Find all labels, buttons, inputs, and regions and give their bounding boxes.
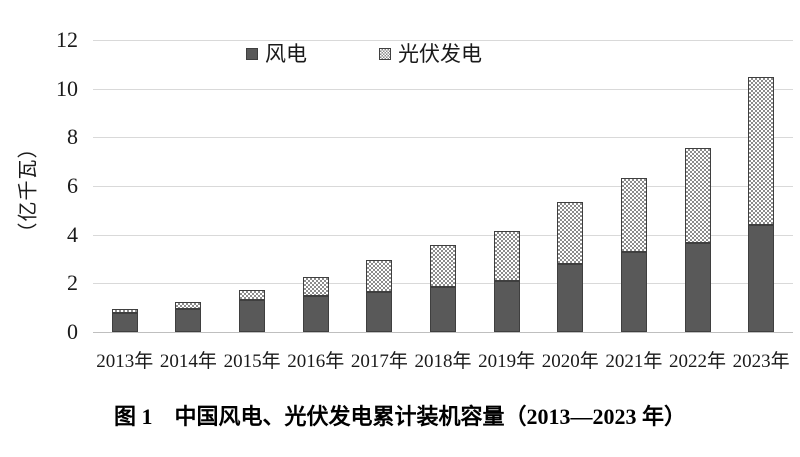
bar-segment-wind-2020年 (557, 263, 584, 332)
x-axis-label-2018年: 2018年 (414, 351, 472, 372)
gridline-y-12 (93, 40, 793, 41)
gridline-y-6 (93, 186, 793, 187)
bar-segment-wind-2023年 (748, 224, 775, 332)
gridline-y-10 (93, 88, 793, 90)
bar-segment-solar-2017年 (366, 260, 393, 293)
bar-2013年 (111, 308, 138, 332)
bar-segment-solar-2018年 (430, 244, 456, 288)
bar-2019年 (493, 231, 520, 332)
bar-2015年 (239, 289, 266, 332)
x-axis-label-2019年: 2019年 (478, 351, 536, 372)
chart-legend: 风电 光伏发电 (246, 42, 482, 66)
legend-item-wind: 风电 (246, 42, 307, 66)
bar-2016年 (302, 277, 329, 332)
legend-label-solar: 光伏发电 (398, 42, 482, 66)
bar-2018年 (430, 244, 456, 332)
bar-segment-solar-2016年 (302, 277, 329, 296)
bar-segment-solar-2022年 (684, 147, 711, 244)
y-tick-label-12: 12 (56, 27, 78, 52)
bar-segment-solar-2015年 (239, 289, 266, 301)
bar-segment-solar-2023年 (748, 76, 775, 225)
x-axis-label-2021年: 2021年 (605, 351, 663, 372)
bar-segment-solar-2019年 (493, 231, 520, 281)
x-axis-label-2023年: 2023年 (732, 351, 790, 372)
x-axis-label-2015年: 2015年 (223, 351, 281, 372)
gridline-y-4 (93, 234, 793, 236)
bar-segment-wind-2016年 (302, 295, 329, 332)
bar-2022年 (684, 147, 711, 332)
bar-segment-wind-2021年 (620, 252, 647, 332)
bar-2021年 (620, 177, 647, 332)
x-axis-label-2017年: 2017年 (350, 351, 408, 372)
x-axis-label-2016年: 2016年 (287, 351, 345, 372)
y-tick-label-8: 8 (67, 124, 78, 150)
bar-2014年 (175, 301, 202, 332)
bar-segment-wind-2017年 (366, 292, 393, 332)
bar-segment-wind-2018年 (430, 287, 456, 332)
y-tick-label-10: 10 (56, 75, 78, 101)
bar-segment-wind-2014年 (175, 308, 202, 332)
gridline-y-8 (93, 137, 793, 139)
x-axis-label-2014年: 2014年 (159, 351, 217, 372)
plot-area (93, 40, 793, 333)
x-axis-label-2020年: 2020年 (541, 351, 599, 372)
bar-segment-wind-2019年 (493, 280, 520, 332)
bar-segment-solar-2021年 (620, 177, 647, 253)
x-axis-label-2013年: 2013年 (96, 351, 154, 372)
legend-item-solar: 光伏发电 (379, 42, 482, 66)
bar-segment-solar-2014年 (175, 301, 202, 309)
bar-segment-solar-2020年 (557, 202, 584, 264)
bar-2017年 (366, 260, 393, 332)
solar-swatch-icon (379, 48, 391, 60)
bar-segment-wind-2022年 (684, 243, 711, 332)
y-tick-label-6: 6 (67, 173, 78, 198)
y-tick-label-2: 2 (67, 270, 78, 296)
bar-2020年 (557, 202, 584, 332)
bar-segment-wind-2015年 (239, 300, 266, 332)
figure-caption: 图 1 中国风电、光伏发电累计装机容量（2013—2023 年） (113, 404, 686, 429)
y-tick-label-4: 4 (67, 221, 78, 247)
legend-label-wind: 风电 (265, 42, 307, 66)
bar-segment-solar-2013年 (111, 308, 138, 314)
bar-2023年 (748, 76, 775, 332)
x-axis-label-2022年: 2022年 (669, 351, 727, 372)
wind-swatch-icon (246, 48, 258, 60)
bar-segment-wind-2013年 (111, 313, 138, 332)
y-tick-label-0: 0 (67, 319, 78, 344)
